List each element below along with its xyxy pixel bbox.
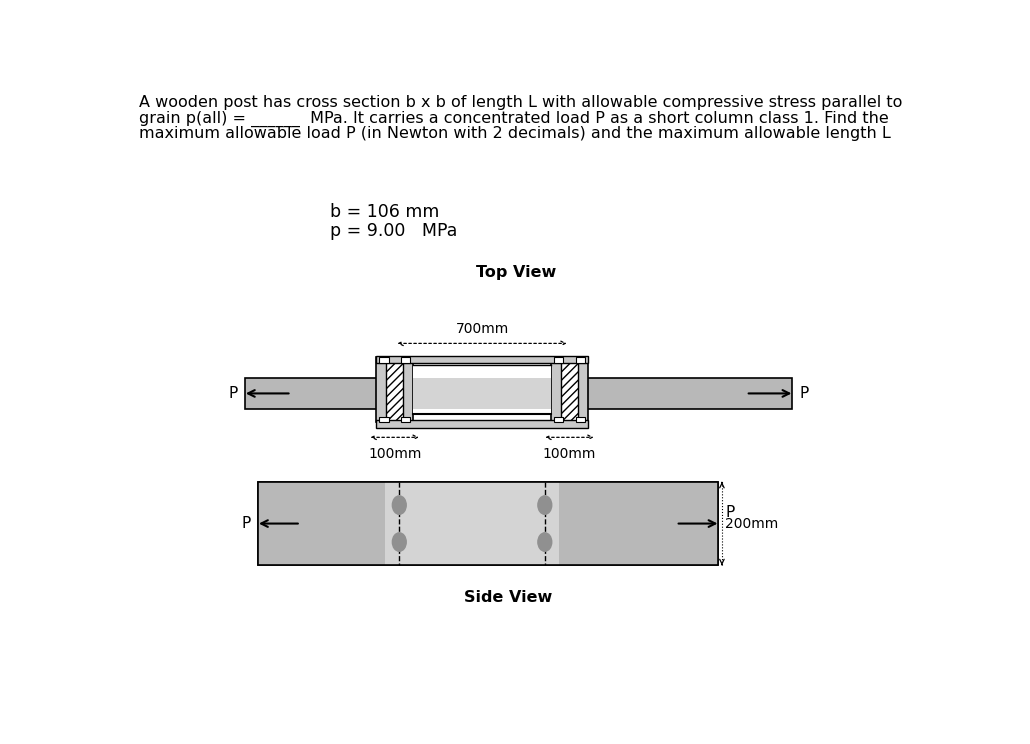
Bar: [413, 365, 551, 414]
Text: b = 106 mm: b = 106 mm: [330, 203, 440, 221]
Bar: [551, 357, 588, 422]
Bar: [386, 357, 403, 422]
Ellipse shape: [392, 496, 406, 514]
Text: 100mm: 100mm: [368, 446, 421, 461]
Text: P: P: [241, 516, 250, 531]
Bar: [385, 482, 558, 565]
Text: maximum allowable load P (in Newton with 2 decimals) and the maximum allowable l: maximum allowable load P (in Newton with…: [139, 126, 891, 141]
Text: Top View: Top View: [476, 265, 556, 280]
Text: p = 9.00   MPa: p = 9.00 MPa: [330, 222, 457, 240]
Text: P: P: [726, 504, 735, 519]
Ellipse shape: [538, 496, 552, 514]
Bar: [379, 357, 388, 362]
Bar: [376, 356, 588, 363]
Text: P: P: [229, 386, 238, 401]
Bar: [379, 417, 388, 422]
Text: 200mm: 200mm: [725, 516, 779, 530]
Ellipse shape: [538, 533, 552, 551]
Bar: [401, 357, 410, 362]
Text: A wooden post has cross section b x b of length L with allowable compressive str: A wooden post has cross section b x b of…: [139, 95, 902, 110]
Ellipse shape: [392, 533, 406, 551]
Bar: [376, 357, 413, 422]
Text: 700mm: 700mm: [455, 321, 509, 336]
Bar: [401, 417, 410, 422]
Bar: [561, 357, 578, 422]
Text: P: P: [799, 386, 809, 401]
Bar: [576, 357, 585, 362]
Bar: [245, 378, 792, 409]
Bar: [554, 417, 563, 422]
Bar: [259, 482, 718, 565]
Bar: [259, 482, 718, 565]
Text: Side View: Side View: [465, 590, 553, 605]
Bar: [558, 482, 718, 565]
Bar: [576, 417, 585, 422]
Bar: [259, 482, 385, 565]
Text: 100mm: 100mm: [543, 446, 596, 461]
Bar: [376, 420, 588, 428]
Text: grain p(all) = ______  MPa. It carries a concentrated load P as a short column c: grain p(all) = ______ MPa. It carries a …: [139, 111, 889, 127]
Bar: [554, 357, 563, 362]
Bar: [413, 378, 551, 409]
